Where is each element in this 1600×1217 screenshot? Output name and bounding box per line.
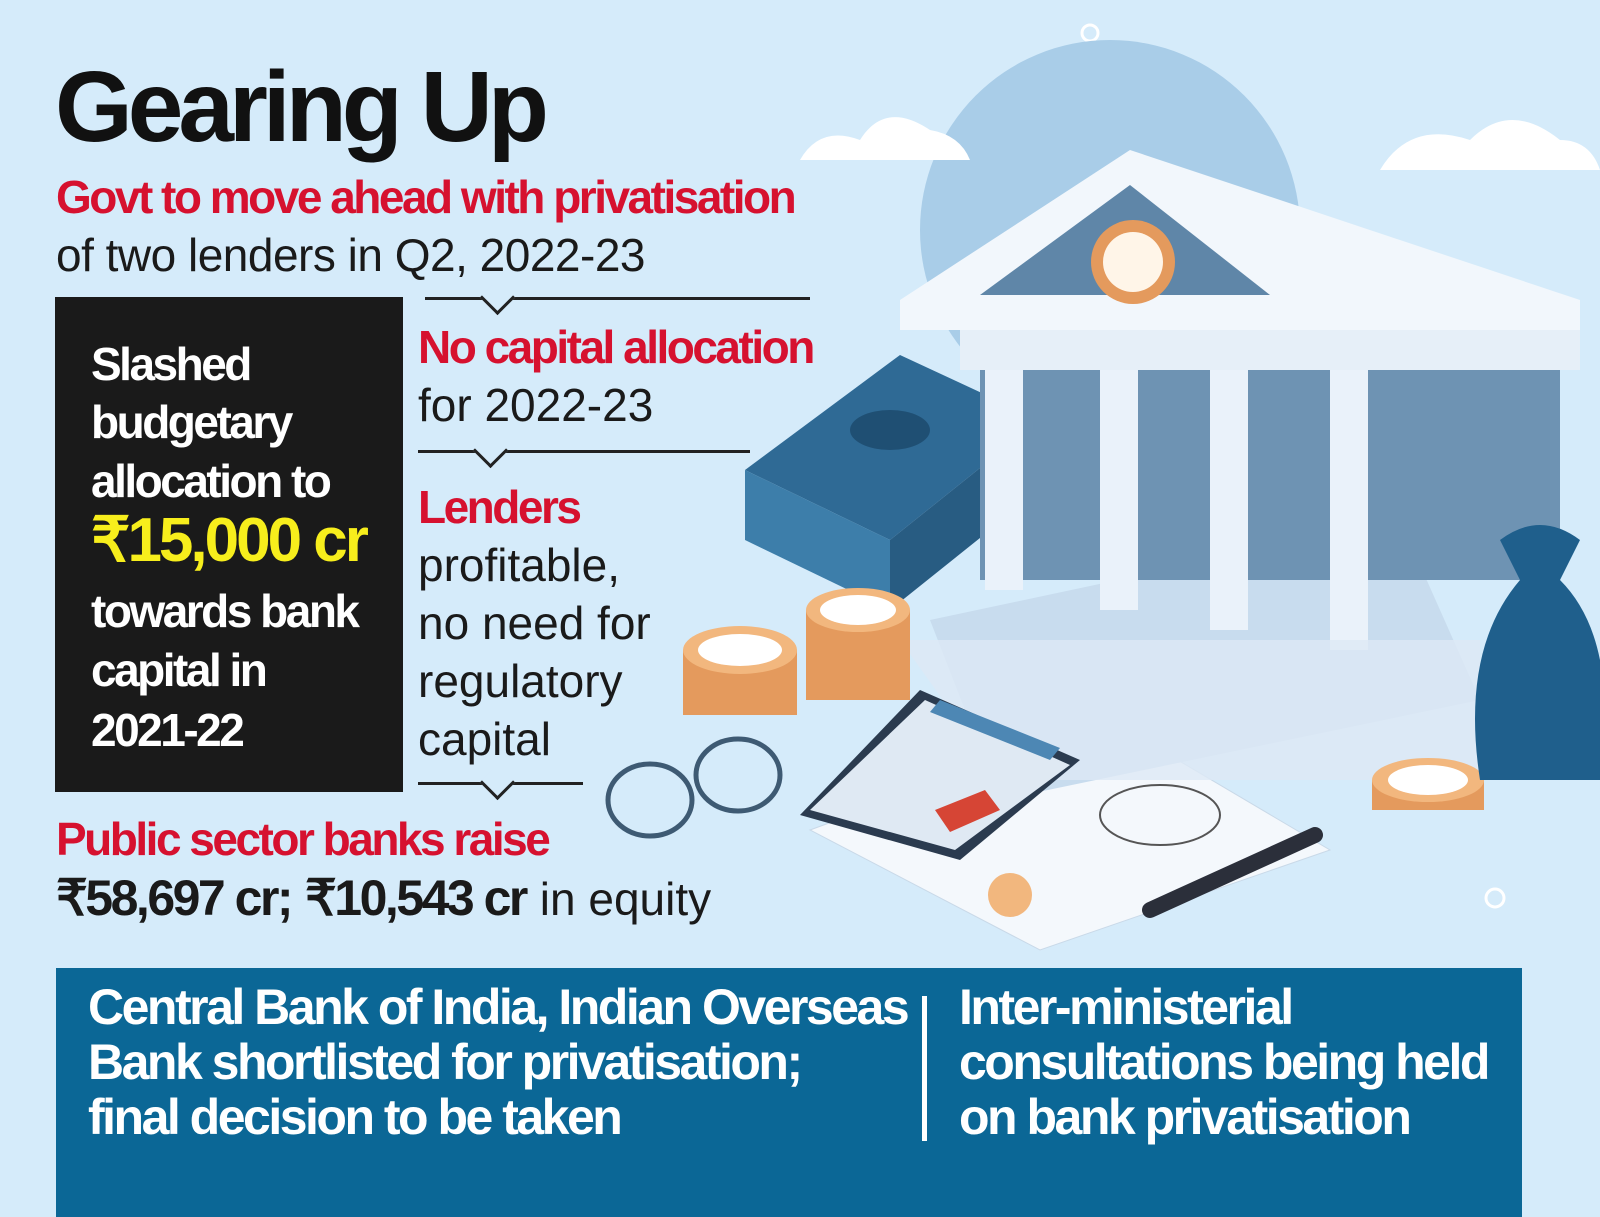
divider-notch <box>479 764 516 801</box>
calculator-icon <box>800 690 1080 860</box>
bottom-left-line: final decision to be taken <box>88 1089 623 1145</box>
subtitle-rest: of two lenders in Q2, 2022-23 <box>56 229 645 281</box>
bottom-right-line: on bank privatisation <box>959 1089 1412 1145</box>
pen-icon <box>1142 827 1323 918</box>
psb-amount-total: ₹58,697 cr; <box>56 870 294 926</box>
divider-notch <box>472 432 509 469</box>
divider-notch <box>479 279 516 316</box>
box-line: towards bank <box>91 585 360 637</box>
box-line: budgetary <box>91 396 293 448</box>
box-line: allocation to <box>91 455 332 507</box>
divider <box>425 297 810 300</box>
lenders-line: no need for <box>418 597 651 649</box>
psb-rest: in equity <box>539 873 712 925</box>
subtitle-highlight: Govt to move ahead with privatisation <box>56 171 797 223</box>
box-line: 2021-22 <box>91 704 245 756</box>
allocation-amount: ₹15,000 cr <box>91 506 369 575</box>
lenders-line: regulatory <box>418 655 623 707</box>
psb-amounts: ₹58,697 cr; ₹10,543 cr in equity <box>56 868 711 929</box>
bottom-left-line: Bank shortlisted for privatisation; <box>88 1034 803 1090</box>
lenders-highlight: Lenders <box>418 481 582 533</box>
box-line: Slashed <box>91 338 252 390</box>
seal-icon <box>988 873 1032 917</box>
cloud-icon <box>800 117 970 160</box>
coin-stack-icon <box>683 588 1484 810</box>
divider <box>418 450 750 453</box>
psb-highlight: Public sector banks raise <box>56 813 551 865</box>
budget-allocation-box: Slashed budgetary allocation to ₹15,000 … <box>55 297 403 792</box>
lenders-line: capital <box>418 713 551 765</box>
cloud-icon <box>1380 120 1600 170</box>
glasses-icon <box>605 736 783 839</box>
bank-building-icon <box>900 150 1580 800</box>
box-line: capital in <box>91 644 268 696</box>
psb-amount-equity: ₹10,543 cr <box>304 870 528 926</box>
bottom-right-line: consultations being held <box>959 1034 1490 1090</box>
bottom-right-line: Inter-ministerial <box>959 979 1294 1035</box>
lenders-line: profitable, <box>418 539 621 591</box>
vertical-divider <box>922 996 927 1141</box>
money-bag-icon <box>1475 525 1600 780</box>
bank-illustration <box>605 23 1600 951</box>
bottom-left-line: Central Bank of India, Indian Overseas <box>88 979 910 1035</box>
no-capital-rest: for 2022-23 <box>418 379 654 431</box>
page-title: Gearing Up <box>55 51 549 163</box>
bottom-info-box: Central Bank of India, Indian Overseas B… <box>56 968 1522 1217</box>
no-capital-highlight: No capital allocation <box>418 321 815 373</box>
